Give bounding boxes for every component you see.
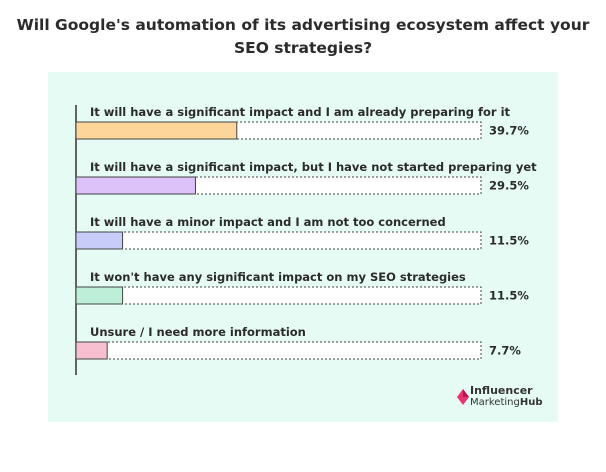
- bar: [75, 176, 196, 195]
- category-label: It will have a significant impact, but I…: [90, 160, 537, 174]
- bar: [75, 121, 238, 140]
- bar: [75, 231, 124, 250]
- bar: [75, 341, 108, 360]
- bar: [75, 286, 124, 305]
- chart-title-line-2: SEO strategies?: [233, 39, 373, 57]
- brand-name-hub: Hub: [519, 397, 543, 408]
- value-label: 11.5%: [489, 289, 529, 303]
- category-label: It won't have any significant impact on …: [90, 270, 466, 284]
- value-label: 29.5%: [489, 179, 529, 193]
- value-label: 7.7%: [489, 344, 521, 358]
- bar-track: [75, 341, 482, 360]
- value-label: 11.5%: [489, 234, 529, 248]
- brand-name-line-1: Influencer: [470, 384, 533, 397]
- brand-name-line-2: MarketingHub: [470, 397, 543, 408]
- brand-name-marketing: Marketing: [470, 397, 520, 408]
- bar-track: [75, 231, 482, 250]
- category-label: It will have a minor impact and I am not…: [90, 215, 446, 229]
- bar-track: [75, 286, 482, 305]
- category-label: Unsure / I need more information: [90, 325, 306, 339]
- value-label: 39.7%: [489, 124, 529, 138]
- brand-logo-icon: [457, 389, 469, 405]
- category-label: It will have a significant impact and I …: [90, 105, 511, 119]
- chart-title: Will Google's automation of its advertis…: [0, 14, 606, 60]
- chart-title-line-1: Will Google's automation of its advertis…: [16, 16, 590, 34]
